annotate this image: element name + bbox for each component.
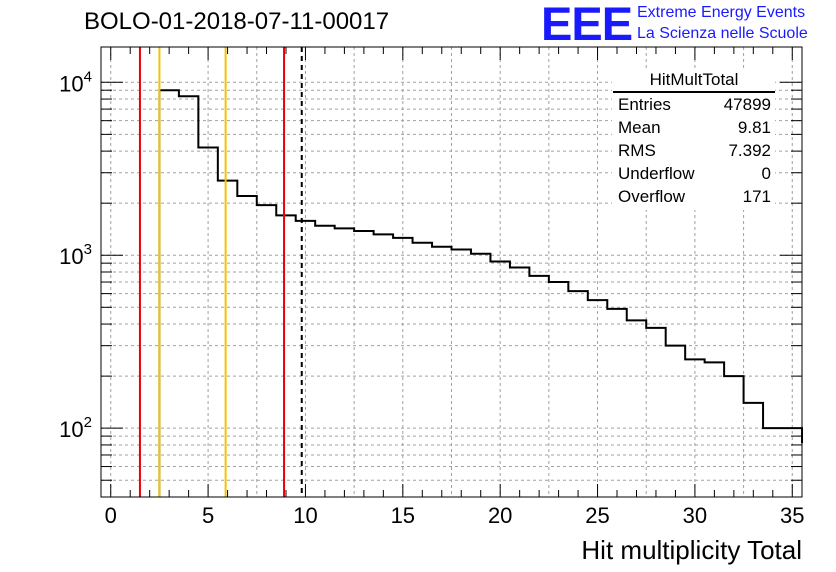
y-tick-label: 102 (59, 414, 92, 442)
x-tick-label: 5 (202, 503, 214, 528)
stats-row-entries: Entries 47899 (612, 93, 775, 116)
stats-label: Overflow (618, 187, 686, 206)
stats-value: 9.81 (737, 118, 771, 137)
stats-row-rms: RMS 7.392 (612, 139, 775, 162)
stats-row-overflow: Overflow 171 (612, 185, 775, 208)
x-axis-title: Hit multiplicity Total (581, 535, 802, 565)
logo-line-2: La Scienza nelle Scuole (637, 25, 808, 42)
x-tick-label: 0 (105, 503, 117, 528)
stats-label: Entries (618, 95, 671, 114)
x-tick-label: 25 (585, 503, 609, 528)
eee-logo: EEE (541, 0, 633, 50)
x-tick-label: 15 (391, 503, 415, 528)
stats-label: Underflow (618, 164, 695, 183)
stats-value: 0 (761, 164, 771, 183)
chart-title: BOLO-01-2018-07-11-00017 (84, 8, 390, 35)
x-tick-label: 30 (683, 503, 707, 528)
stats-row-mean: Mean 9.81 (612, 116, 775, 139)
stats-label: RMS (618, 141, 656, 160)
logo-line-1: Extreme Energy Events (637, 4, 806, 21)
stats-value: 7.392 (728, 141, 771, 160)
x-tick-label: 10 (293, 503, 317, 528)
stats-label: Mean (618, 118, 661, 137)
stats-row-underflow: Underflow 0 (612, 162, 775, 185)
histogram-series (158, 89, 803, 497)
y-tick-label: 104 (59, 68, 92, 96)
x-tick-label: 20 (488, 503, 512, 528)
stats-value: 47899 (723, 95, 771, 114)
stats-box: HitMultTotal Entries 47899 Mean 9.81 RMS… (612, 70, 775, 210)
stats-box-title: HitMultTotal (613, 70, 775, 93)
y-tick-label: 103 (59, 241, 92, 269)
stats-value: 171 (742, 187, 771, 206)
x-tick-label: 35 (780, 503, 804, 528)
